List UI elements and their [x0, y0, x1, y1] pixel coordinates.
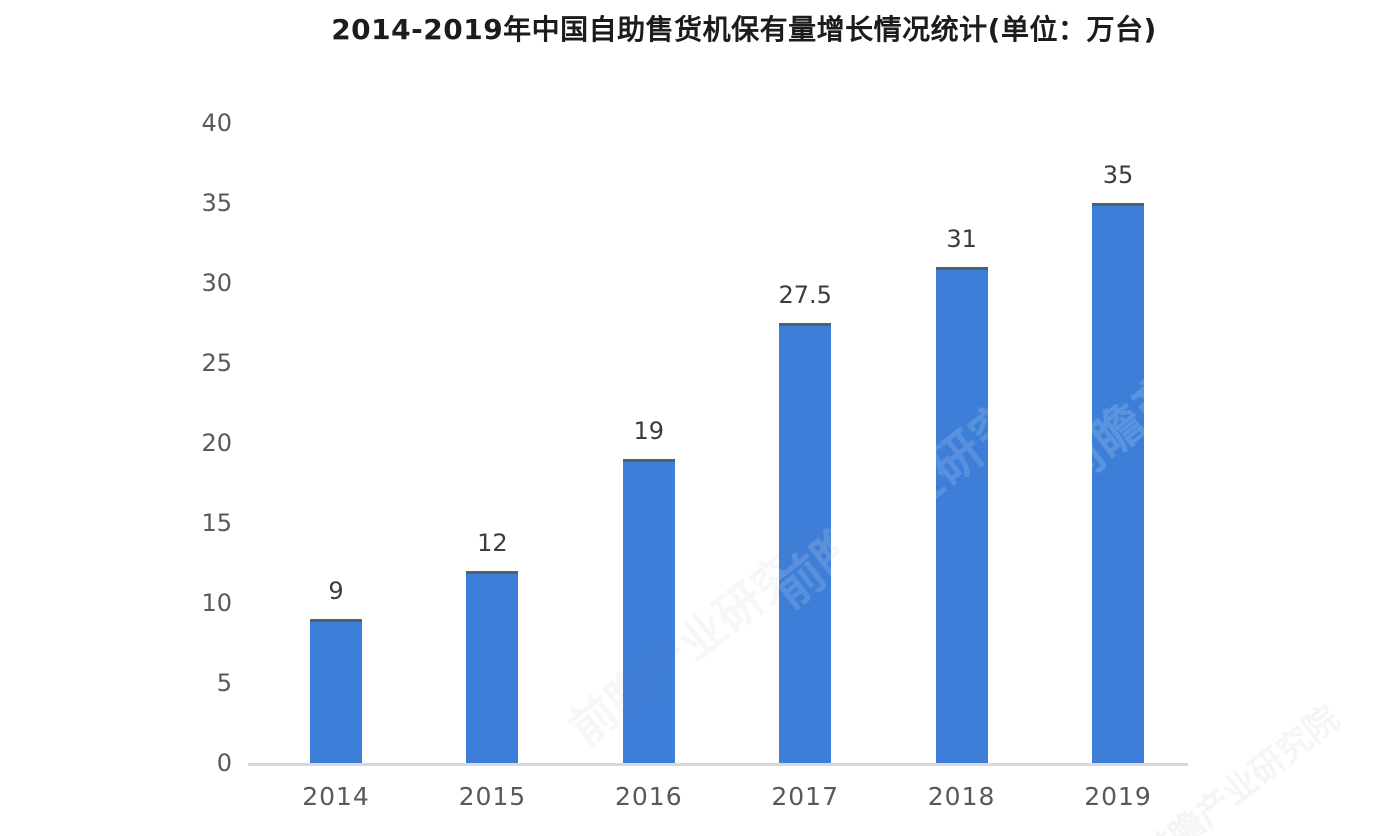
bar-2017 [779, 323, 832, 763]
y-axis-tick-label: 25 [201, 349, 232, 377]
x-axis-tick-label: 2014 [302, 782, 370, 811]
x-axis-tick-label: 2019 [1084, 782, 1152, 811]
y-axis-tick-label: 30 [201, 269, 232, 297]
bar-2018 [935, 267, 988, 763]
y-axis-tick-label: 5 [216, 669, 232, 697]
plot-area: 9 2014 12 2015 19 2016 27.5 2017 31 2018 35 2019 [248, 123, 1188, 811]
x-axis-tick-label: 2015 [458, 782, 527, 811]
bar-value-label: 12 [477, 529, 508, 557]
x-axis-tick-label: 2016 [614, 782, 683, 811]
y-axis-tick-label: 40 [201, 109, 232, 137]
chart-title: 2014-2019年中国自助售货机保有量增长情况统计(单位：万台) [331, 13, 1157, 46]
bar-2014 [310, 619, 362, 763]
y-axis-tick-label: 0 [216, 749, 232, 777]
y-axis-tick-label: 15 [201, 509, 232, 537]
bar-2016 [622, 459, 675, 763]
bar-2019 [1092, 203, 1144, 763]
bar-value-label: 35 [1102, 161, 1134, 189]
x-axis-tick-label: 2018 [927, 782, 996, 811]
x-axis-line [248, 763, 1188, 766]
bar-value-label: 9 [328, 577, 344, 605]
bar-value-label: 31 [946, 225, 977, 253]
y-axis-tick-label: 35 [201, 189, 232, 217]
y-axis-tick-label: 20 [201, 429, 232, 457]
y-axis-tick-label: 10 [201, 589, 232, 617]
bar-value-label: 27.5 [778, 281, 832, 309]
bar-value-label: 19 [633, 417, 665, 445]
x-axis-tick-label: 2017 [771, 782, 839, 811]
bar-2015 [466, 571, 519, 763]
